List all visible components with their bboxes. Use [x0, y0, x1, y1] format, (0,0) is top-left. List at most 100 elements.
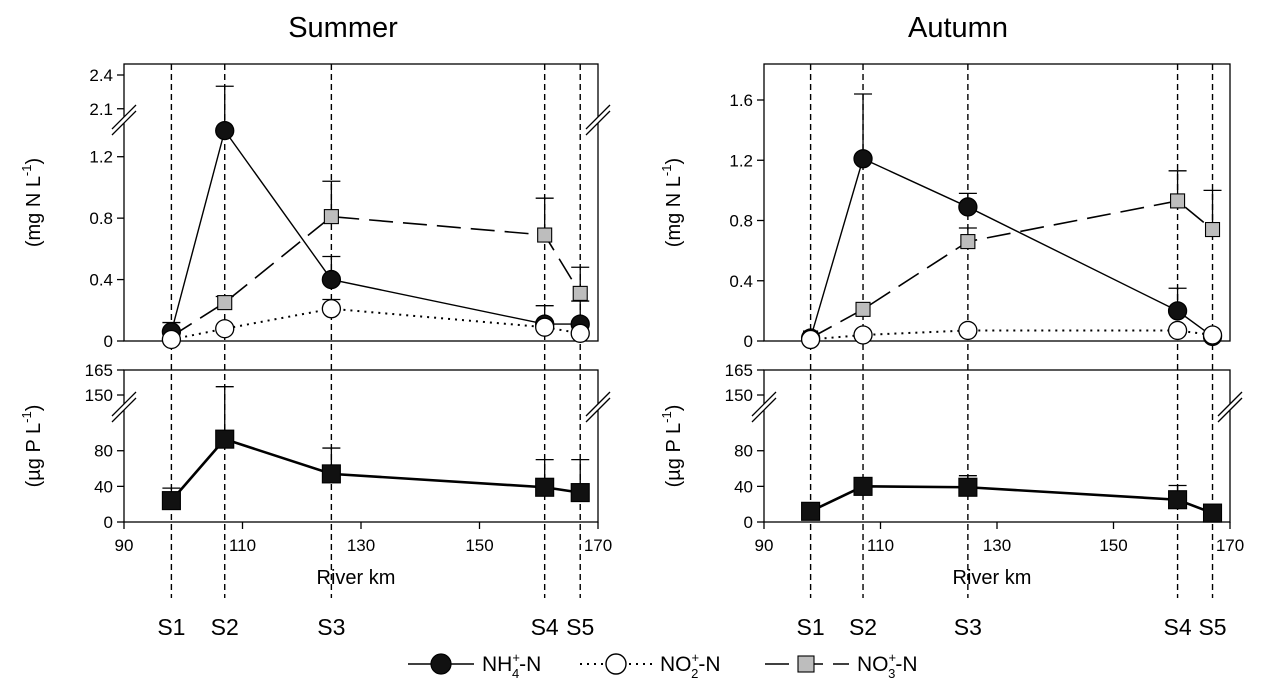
- summer-n-ytick-label: 0.4: [89, 271, 113, 290]
- legend-no3-marker: [797, 655, 815, 673]
- autumn-p-axis-break-gap: [1216, 404, 1244, 410]
- autumn-n-nh4-point: [1167, 301, 1188, 321]
- autumn-p-ytick-label: 150: [725, 386, 753, 405]
- autumn-xlabel: River km: [953, 567, 1032, 589]
- autumn-n-no3-line: [810, 200, 1214, 339]
- autumn-n-ylabel: (mg N L-1): [659, 158, 685, 247]
- summer-n-axis-break-mark: [585, 104, 611, 130]
- autumn-n-no2-point: [1202, 325, 1223, 345]
- autumn-xtick-label: 170: [1216, 536, 1244, 555]
- summer-station-label-s4: S4: [531, 614, 559, 640]
- summer-n-nh4-line: [170, 128, 581, 332]
- summer-n-no3-point: [572, 285, 588, 301]
- autumn-p-axis-break-gap: [750, 404, 778, 410]
- summer-p-ytick-label: 40: [94, 477, 113, 496]
- summer-n-ytick-label: 2.4: [89, 66, 113, 85]
- autumn-n-ytick-label: 0.8: [729, 212, 753, 231]
- summer-xlabel: River km: [317, 567, 396, 589]
- autumn-p-axis-break-mark: [751, 397, 777, 423]
- summer-xtick-label: 150: [465, 536, 493, 555]
- summer-n-axis-break-mark: [111, 110, 137, 136]
- legend-nh4-label: NH+ 4-N: [482, 650, 541, 681]
- autumn-n-no2-point: [800, 329, 821, 350]
- summer-n-no2-point: [215, 319, 235, 339]
- summer-station-label-s2: S2: [211, 614, 239, 640]
- autumn-n-no3-point: [960, 234, 976, 250]
- autumn-xtick-label: 90: [755, 536, 774, 555]
- summer-n-no3-point: [323, 209, 339, 225]
- legend-nh4-marker: [430, 653, 452, 675]
- summer-xtick-label: 170: [584, 536, 612, 555]
- autumn-p-tp-point: [1168, 490, 1188, 510]
- autumn-p-ytick-label: 165: [725, 361, 753, 380]
- summer-p-axis-break-mark: [111, 397, 137, 423]
- summer-n-axis-break-gap: [584, 117, 612, 123]
- summer-n-ytick-label: 2.1: [89, 100, 113, 119]
- autumn-n-ytick-label: 1.6: [729, 91, 753, 110]
- summer-n-axis-break-mark: [585, 110, 611, 136]
- summer-p-ylabel: (µg P L-1): [19, 405, 45, 488]
- legend-no2-label: NO+ 2-N: [660, 650, 721, 681]
- autumn-station-label-s5: S5: [1198, 614, 1226, 640]
- summer-n-no3-point: [217, 295, 233, 311]
- summer-xtick-label: 110: [229, 536, 256, 555]
- autumn-n-nh4-line: [809, 157, 1213, 339]
- summer-p-axis-break-mark: [585, 397, 611, 423]
- summer-p-frame: [123, 369, 599, 523]
- summer-n-ylabel: (mg N L-1): [19, 158, 45, 247]
- summer-xtick-label: 90: [115, 536, 134, 555]
- autumn-n-ytick-label: 0: [744, 332, 753, 351]
- autumn-p-ylabel: (µg P L-1): [659, 405, 685, 488]
- summer-p-tp-point: [161, 491, 181, 511]
- autumn-n-nh4-point: [958, 197, 978, 217]
- autumn-n-no2-point: [1167, 320, 1188, 341]
- summer-p-axis-break-gap: [584, 404, 612, 410]
- autumn-p-ytick-label: 0: [744, 513, 753, 532]
- summer-n-axis-break-mark: [111, 104, 137, 130]
- summer-p-tp-point: [215, 429, 235, 449]
- autumn-xtick-label: 130: [983, 536, 1011, 555]
- autumn-p-ytick-label: 40: [734, 477, 753, 496]
- autumn-p-tp-point: [958, 477, 978, 497]
- autumn-p-axis-break-mark: [751, 391, 777, 417]
- autumn-n-frame: [763, 63, 1231, 342]
- autumn-p-tp-point: [1202, 503, 1223, 523]
- autumn-n-no3-point: [855, 301, 871, 317]
- summer-n-nh4-point: [215, 120, 235, 141]
- summer-n-no3-line: [170, 215, 581, 338]
- autumn-station-label-s3: S3: [954, 614, 982, 640]
- summer-p-ytick-label: 80: [94, 442, 113, 461]
- legend: NH+ 4-N NO+ 2-N NO+ 3-N: [408, 650, 918, 681]
- summer-n-no2-point: [535, 317, 555, 337]
- summer-p-tp-point: [570, 483, 590, 503]
- autumn-title: Autumn: [908, 12, 1008, 44]
- legend-no3-label: NO+ 3-N: [857, 650, 918, 681]
- autumn-station-label-s1: S1: [797, 614, 825, 640]
- summer-n-no2-point: [570, 323, 590, 343]
- summer-p-ytick-label: 150: [85, 386, 113, 405]
- autumn-n-no3-point: [1170, 193, 1186, 209]
- autumn-n-nh4-point: [853, 149, 873, 169]
- summer-n-no2-point: [321, 299, 342, 319]
- autumn-n-no2-line: [810, 329, 1213, 341]
- summer-n-no3-point: [537, 227, 553, 243]
- autumn-p-tp-point: [801, 501, 821, 521]
- summer-station-label-s3: S3: [317, 614, 345, 640]
- legend-no2-marker: [605, 653, 627, 675]
- autumn-n-ytick-label: 1.2: [729, 151, 753, 170]
- autumn-p-axis-break-mark: [1217, 397, 1243, 423]
- autumn-station-label-s4: S4: [1164, 614, 1192, 640]
- autumn-station-label-s2: S2: [849, 614, 877, 640]
- summer-n-nh4-point: [321, 269, 342, 290]
- summer-n-axis-break-gap: [110, 117, 138, 123]
- autumn-xtick-label: 110: [867, 536, 894, 555]
- summer-title: Summer: [288, 12, 398, 44]
- summer-n-frame: [123, 63, 599, 342]
- autumn-n-ytick-label: 0.4: [729, 272, 753, 291]
- summer-xtick-label: 130: [347, 536, 375, 555]
- panels-layer: 0 0.4 0.8 1.2 2.1 2.4 0 40 80 150 165 90 110 130 150 17…: [19, 63, 1244, 640]
- autumn-n-no2-point: [853, 325, 873, 345]
- summer-n-no2-point: [161, 329, 182, 350]
- autumn-xtick-label: 150: [1099, 536, 1127, 555]
